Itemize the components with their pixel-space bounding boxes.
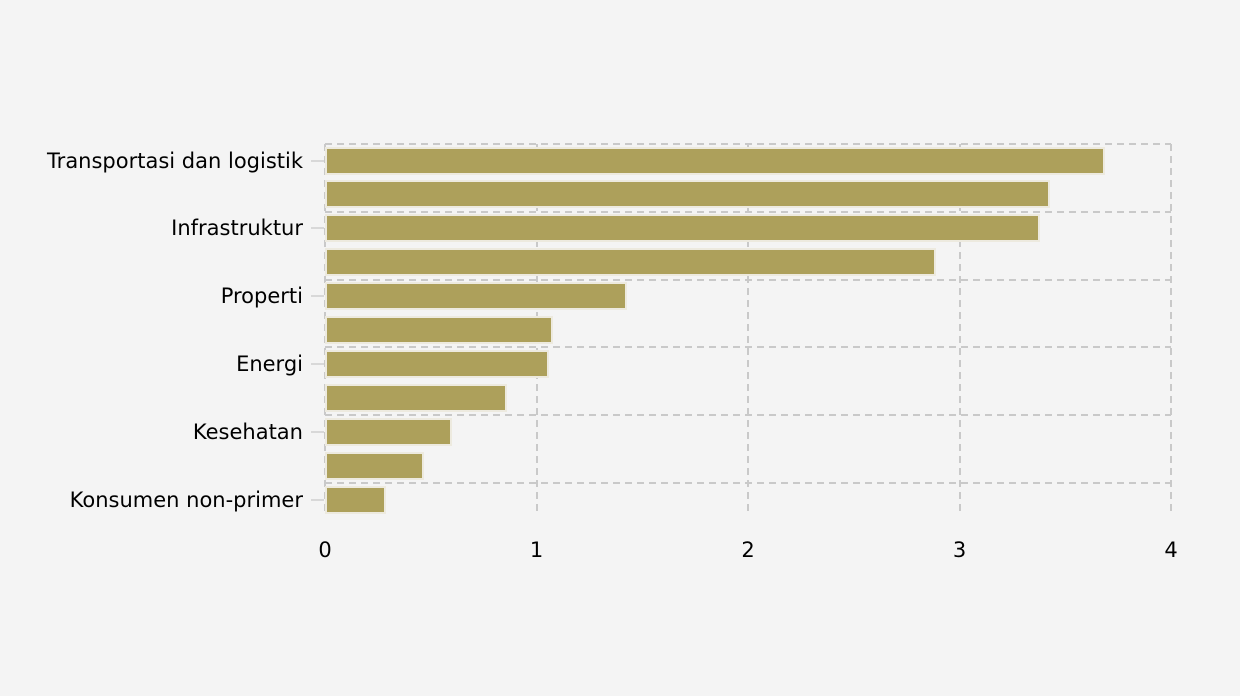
category-label: Energi [236, 351, 303, 376]
bar [325, 248, 937, 277]
y-tick-mark [311, 295, 324, 298]
bar [325, 214, 1040, 243]
v-gridline [1170, 144, 1172, 515]
bar [325, 349, 550, 378]
category-label: Konsumen non-primer [69, 487, 303, 512]
x-tick-label: 3 [952, 538, 967, 562]
x-tick-label: 0 [318, 538, 332, 562]
category-label: Infrastruktur [171, 216, 303, 241]
x-tick-label: 2 [741, 538, 755, 562]
category-label: Properti [220, 284, 303, 309]
bar [325, 180, 1051, 209]
bar [325, 383, 507, 412]
bar [325, 146, 1106, 175]
bar [325, 316, 554, 344]
x-tick-label: 4 [1164, 538, 1178, 562]
bar [325, 485, 387, 514]
v-gridline [747, 144, 749, 515]
bar [325, 417, 452, 446]
y-tick-mark [311, 159, 324, 162]
y-tick-mark [311, 362, 324, 365]
plot-area: Transportasi dan logistik Infrastruktur Pr… [47, 143, 1178, 562]
category-label: Transportasi dan logistik [46, 148, 303, 173]
y-tick-mark [311, 227, 324, 230]
v-gridline [958, 144, 961, 515]
bar [325, 451, 425, 480]
category-label: Kesehatan [192, 419, 303, 444]
y-tick-mark [311, 430, 324, 433]
y-tick-mark [311, 498, 324, 501]
x-tick-label: 1 [529, 538, 544, 562]
bar [325, 282, 628, 311]
